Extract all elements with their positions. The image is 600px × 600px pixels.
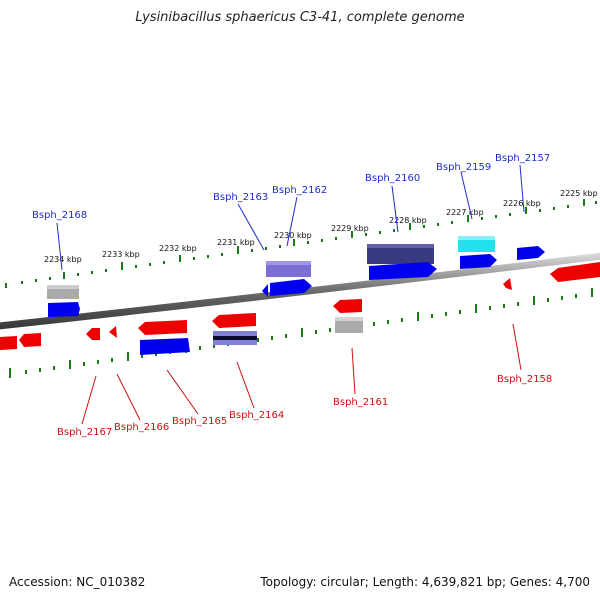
gene-block xyxy=(367,244,434,264)
genome-summary-text: Topology: circular; Length: 4,639,821 bp… xyxy=(260,575,590,589)
gene-arrow xyxy=(333,299,362,313)
bottom-leader-lines xyxy=(81,323,522,425)
gene-arrow xyxy=(550,262,600,282)
gene-arrow xyxy=(19,333,41,347)
gene-arrow xyxy=(140,338,190,355)
gene-label[interactable]: Bsph_2161 xyxy=(333,397,388,408)
scale-tick-label: 2231 kbp xyxy=(217,238,255,247)
gene-arrow xyxy=(0,336,17,350)
scale-tick-label: 2225 kbp xyxy=(560,189,598,198)
gene-label[interactable]: Bsph_2168 xyxy=(32,210,87,221)
gene-label[interactable]: Bsph_2157 xyxy=(495,153,550,164)
gene-arrow xyxy=(109,326,117,338)
gene-arrow xyxy=(503,278,512,290)
reverse-strand-genes xyxy=(0,262,600,355)
top-leader-lines xyxy=(56,164,525,271)
gene-label[interactable]: Bsph_2160 xyxy=(365,173,420,184)
scale-tick-label: 2230 kbp xyxy=(274,231,312,240)
scale-tick-label: 2229 kbp xyxy=(331,224,369,233)
bottom-gene-labels: Bsph_2167 Bsph_2166 Bsph_2165 Bsph_2164 … xyxy=(57,374,552,438)
gene-label[interactable]: Bsph_2163 xyxy=(213,192,268,203)
gene-label[interactable]: Bsph_2162 xyxy=(272,185,327,196)
gene-arrow xyxy=(517,246,545,260)
map-title: Lysinibacillus sphaericus C3-41, complet… xyxy=(135,10,465,25)
scale-tick-label: 2233 kbp xyxy=(102,250,140,259)
scale-tick-label: 2227 kbp xyxy=(446,208,484,217)
gene-label[interactable]: Bsph_2164 xyxy=(229,410,284,421)
gene-label[interactable]: Bsph_2167 xyxy=(57,427,112,438)
forward-strand-genes xyxy=(47,236,545,317)
gene-label[interactable]: Bsph_2159 xyxy=(436,162,491,173)
gene-arrow xyxy=(138,320,187,335)
top-gene-labels: Bsph_2168 Bsph_2163 Bsph_2162 Bsph_2160 … xyxy=(32,153,550,221)
accession-text: Accession: NC_010382 xyxy=(9,575,146,589)
outer-tick-ring xyxy=(5,199,597,288)
scale-tick-label: 2234 kbp xyxy=(44,255,82,264)
gene-arrow xyxy=(48,302,80,317)
scale-tick-label: 2228 kbp xyxy=(389,216,427,225)
gene-arrow xyxy=(460,254,497,269)
gene-label[interactable]: Bsph_2165 xyxy=(172,416,227,427)
scale-tick-label: 2232 kbp xyxy=(159,244,197,253)
gene-arrow xyxy=(369,262,437,280)
inner-tick-ring xyxy=(9,288,593,378)
gene-arrow xyxy=(212,313,256,328)
gene-arrow xyxy=(86,328,100,340)
gene-label[interactable]: Bsph_2166 xyxy=(114,422,169,433)
scale-tick-label: 2226 kbp xyxy=(503,199,541,208)
gene-label[interactable]: Bsph_2158 xyxy=(497,374,552,385)
gene-arrow xyxy=(270,279,312,296)
gene-arrow xyxy=(262,284,268,297)
scale-labels: 2234 kbp 2233 kbp 2232 kbp 2231 kbp 2230… xyxy=(44,189,598,264)
